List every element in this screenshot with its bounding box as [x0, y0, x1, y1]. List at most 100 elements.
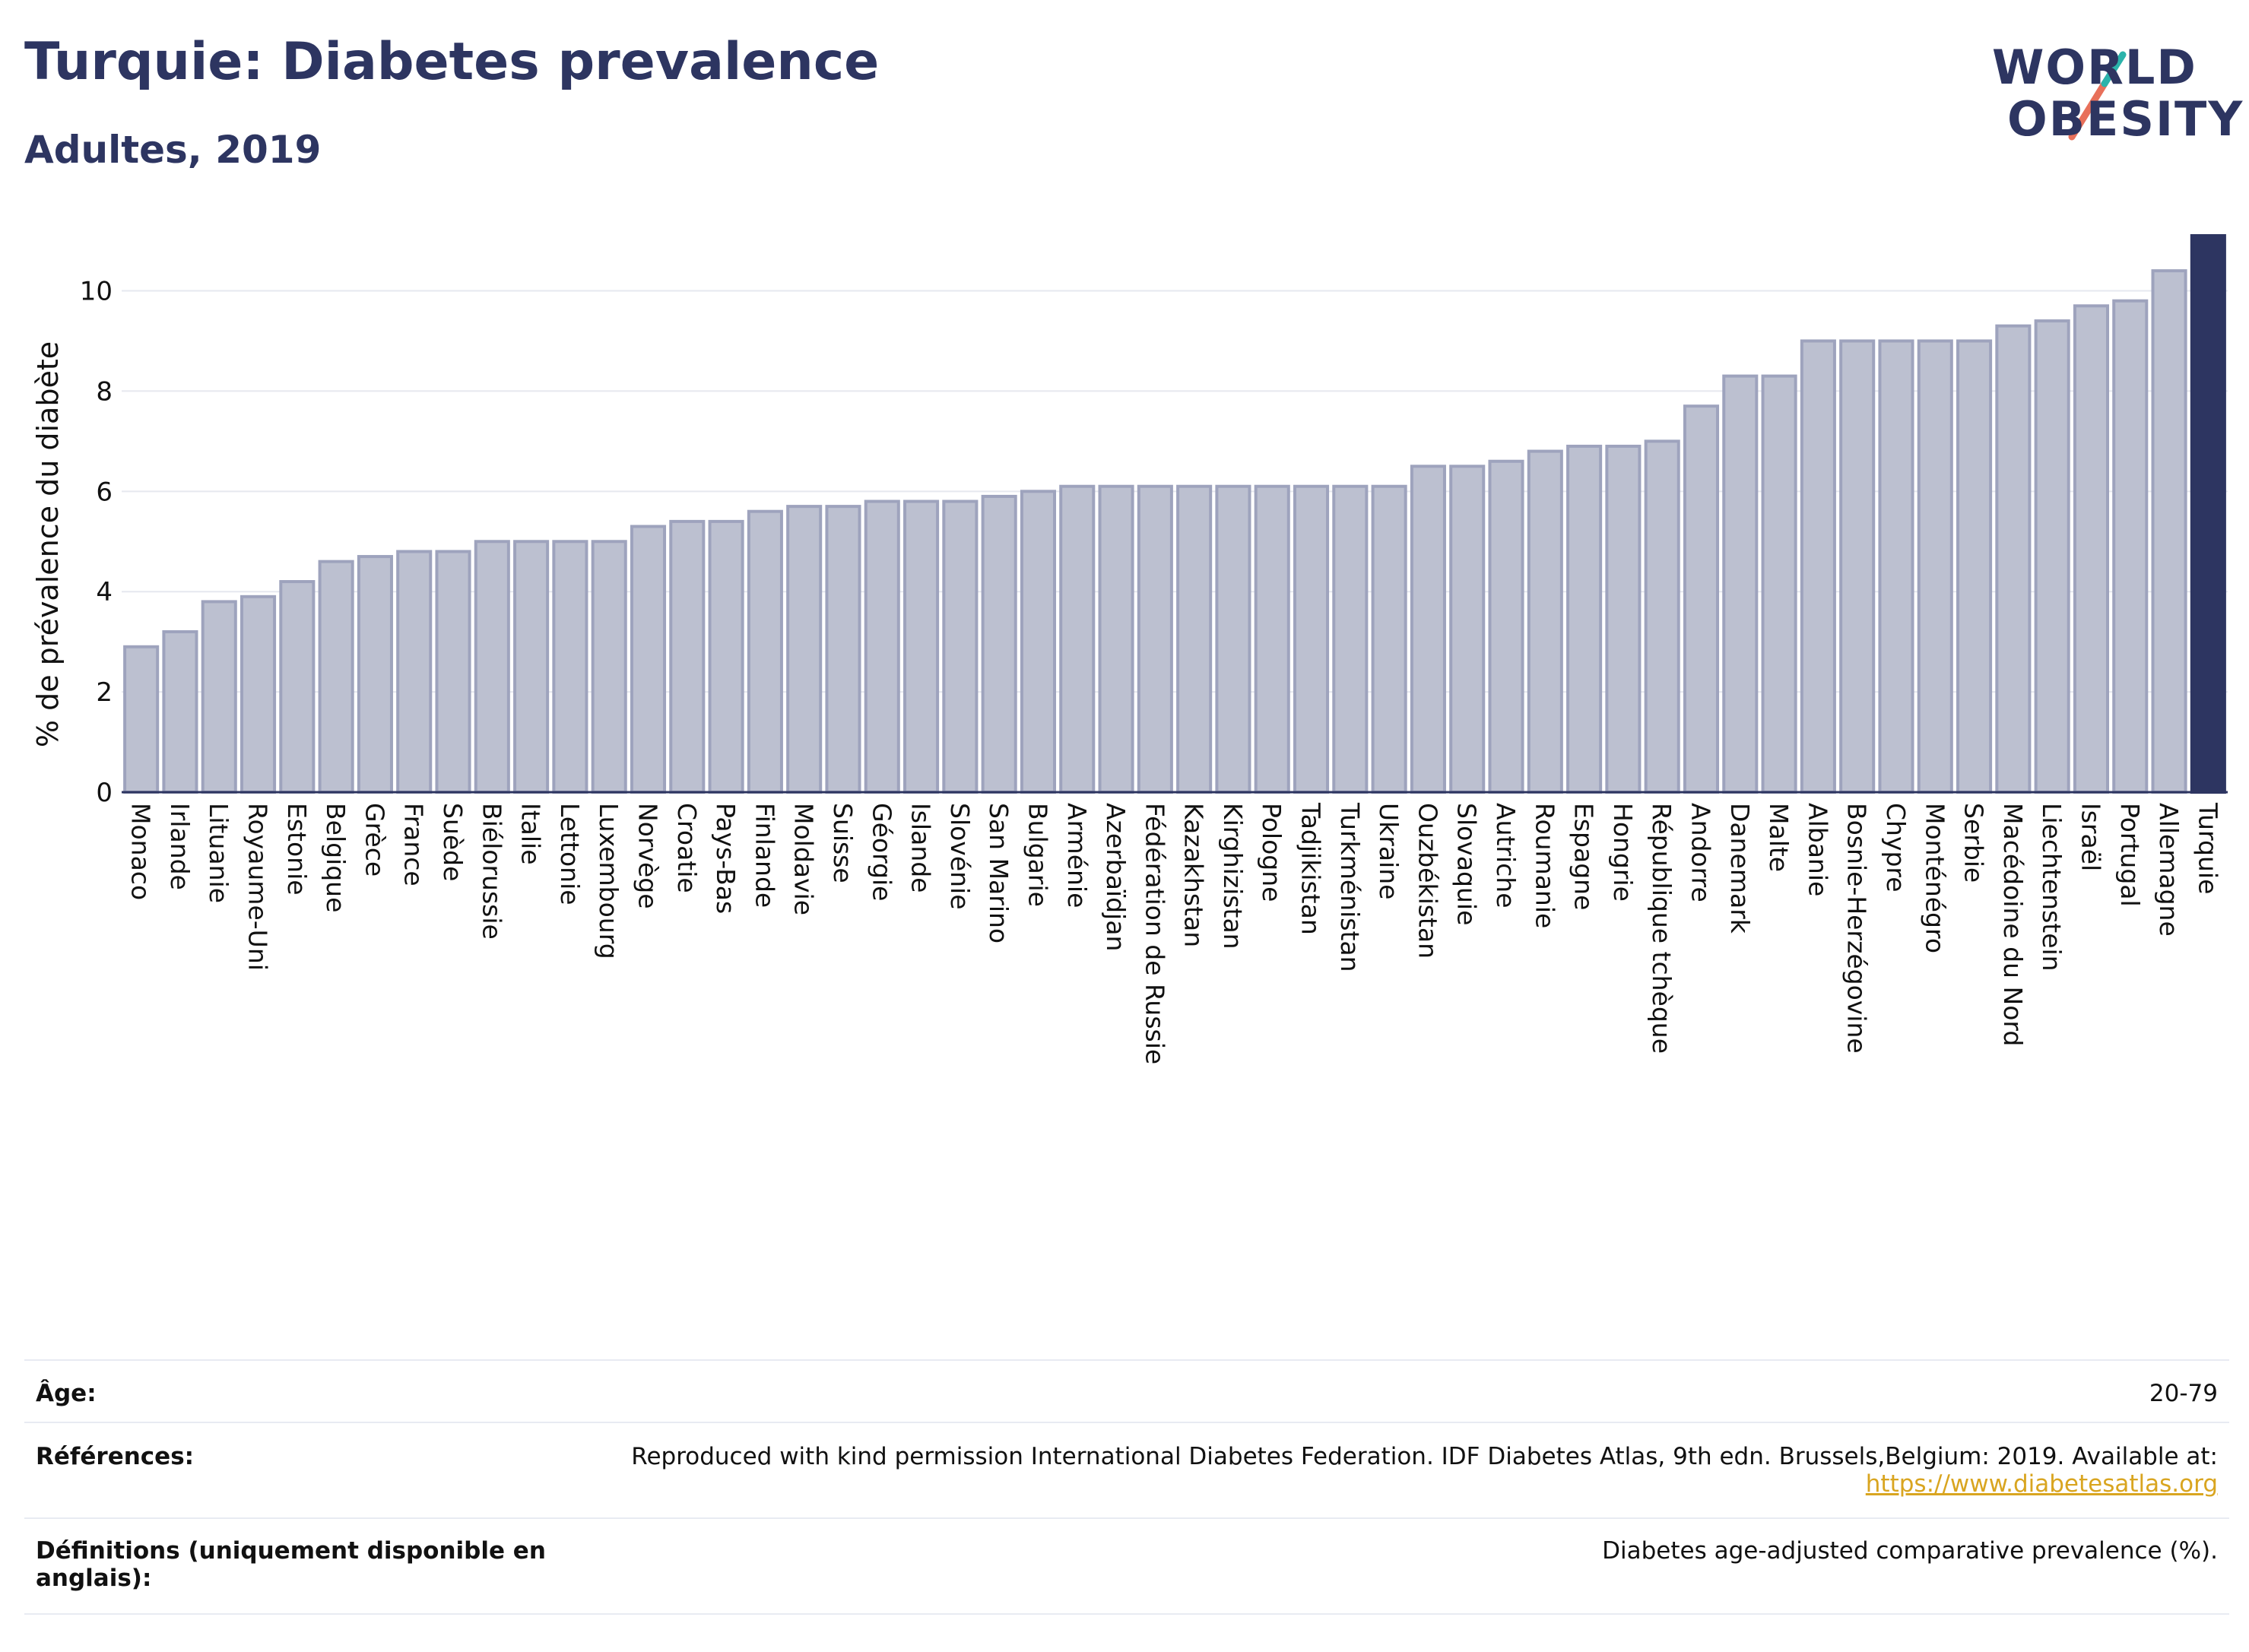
- age-label: Âge:: [36, 1380, 97, 1407]
- x-tick-label: Fédération de Russie: [1140, 803, 1169, 1064]
- bar: [1644, 439, 1680, 794]
- info-divider: [24, 1359, 2229, 1361]
- x-tick-label: Slovénie: [945, 803, 975, 910]
- x-tick-label: Autriche: [1491, 803, 1521, 908]
- x-tick-label: San Marino: [984, 803, 1013, 943]
- x-tick-label: Roumanie: [1530, 803, 1559, 928]
- x-tick-label: Malte: [1764, 803, 1794, 872]
- bar: [1137, 484, 1173, 794]
- x-tick-label: Moldavie: [789, 803, 819, 915]
- bar: [1683, 404, 1720, 794]
- bar: [1371, 484, 1407, 794]
- bar: [942, 499, 979, 794]
- definitions-label: Définitions (uniquement disponible en an…: [36, 1537, 546, 1592]
- x-tick-label: Portugal: [2115, 803, 2145, 907]
- bar: [1098, 484, 1134, 794]
- y-axis-label: % de prévalence du diabète: [31, 341, 65, 747]
- x-tick-label: Bosnie-Herzégovine: [1842, 803, 1872, 1054]
- x-tick-label: Monaco: [126, 803, 156, 900]
- x-tick-label: Albanie: [1803, 803, 1832, 896]
- bar: [981, 494, 1017, 794]
- bar: [1410, 465, 1446, 794]
- definitions-value: Diabetes age-adjusted comparative preval…: [1602, 1537, 2218, 1565]
- bar: [1449, 465, 1486, 794]
- x-tick-label: Islande: [906, 803, 936, 893]
- bar: [630, 525, 667, 794]
- bar: [435, 550, 471, 794]
- bar: [2073, 304, 2110, 794]
- bar: [279, 580, 316, 794]
- bar: [825, 505, 861, 794]
- bar: [786, 505, 823, 794]
- bar: [1956, 339, 1993, 794]
- bar: [201, 600, 237, 794]
- bar: [1293, 484, 1330, 794]
- bar: [903, 499, 940, 794]
- bar: [357, 555, 393, 794]
- x-tick-label: Suisse: [828, 803, 858, 883]
- x-tick-label: Grèce: [360, 803, 389, 877]
- x-tick-label: Azerbaïdjan: [1101, 803, 1131, 951]
- bar: [162, 629, 198, 794]
- x-tick-label: Croatie: [672, 803, 702, 893]
- x-tick-label: Monténégro: [1920, 803, 1949, 953]
- y-tick-label: 0: [96, 778, 113, 808]
- y-tick-label: 2: [96, 677, 113, 708]
- x-tick-label: Estonie: [282, 803, 312, 896]
- bar: [864, 499, 900, 794]
- bar: [708, 519, 744, 794]
- bar: [1254, 484, 1290, 794]
- bar: [239, 595, 277, 794]
- references-label: Références:: [36, 1443, 195, 1470]
- y-tick-label: 6: [96, 477, 113, 507]
- x-tick-label: Belgique: [321, 803, 351, 912]
- x-tick-label: Serbie: [1959, 803, 1989, 883]
- bar: [1488, 459, 1524, 794]
- logo-slash-icon: [2068, 51, 2127, 141]
- x-tick-label: Slovaquie: [1452, 803, 1482, 925]
- bar: [1800, 339, 1836, 794]
- x-tick-label: Turkménistan: [1335, 802, 1365, 972]
- logo-text-world: WORLD: [1992, 40, 2197, 95]
- bar: [1995, 324, 2032, 794]
- info-divider: [24, 1422, 2229, 1423]
- definitions-label-line1: Définitions (uniquement disponible en: [36, 1537, 546, 1565]
- references-link[interactable]: https://www.diabetesatlas.org: [1865, 1470, 2218, 1498]
- bar: [474, 540, 510, 794]
- world-obesity-logo[interactable]: WORLD OBESITY: [1977, 30, 2242, 167]
- x-tick-label: Israël: [2076, 803, 2105, 871]
- age-value: 20-79: [2149, 1380, 2218, 1407]
- x-tick-label: Andorre: [1686, 803, 1716, 902]
- bar: [1917, 339, 1953, 794]
- x-tick-label: Allemagne: [2154, 803, 2184, 937]
- x-tick-label: Norvège: [633, 803, 663, 909]
- x-tick-label: Suède: [438, 803, 468, 881]
- bar: [2034, 319, 2070, 794]
- bar: [1878, 339, 1914, 794]
- bar: [123, 645, 160, 794]
- x-tick-label: Kirghizistan: [1218, 803, 1248, 950]
- x-tick-label: Royaume-Uni: [243, 803, 273, 971]
- info-divider: [24, 1613, 2229, 1615]
- definitions-label-line2: anglais):: [36, 1565, 152, 1592]
- x-tick-label: Finlande: [750, 803, 779, 908]
- x-tick-label: Danemark: [1725, 803, 1755, 934]
- y-tick-label: 4: [96, 577, 113, 607]
- bar: [747, 509, 783, 794]
- bar: [1566, 444, 1603, 794]
- bar: [1722, 374, 1759, 794]
- bar: [2112, 299, 2149, 794]
- bar: [1020, 490, 1057, 794]
- bar: [1215, 484, 1251, 794]
- x-tick-label: Italie: [516, 803, 546, 865]
- chart-title: Turquie: Diabetes prevalence: [24, 32, 880, 92]
- bar: [1761, 374, 1797, 794]
- bar: [513, 540, 550, 794]
- bar: [552, 540, 588, 794]
- x-tick-label: Ouzbékistan: [1413, 803, 1442, 959]
- logo-text-obesity: OBESITY: [2007, 91, 2244, 147]
- x-tick-label: Géorgie: [867, 803, 896, 901]
- bar: [1176, 484, 1213, 794]
- x-tick-label: Bulgarie: [1023, 803, 1052, 907]
- x-tick-label: Pologne: [1257, 803, 1286, 902]
